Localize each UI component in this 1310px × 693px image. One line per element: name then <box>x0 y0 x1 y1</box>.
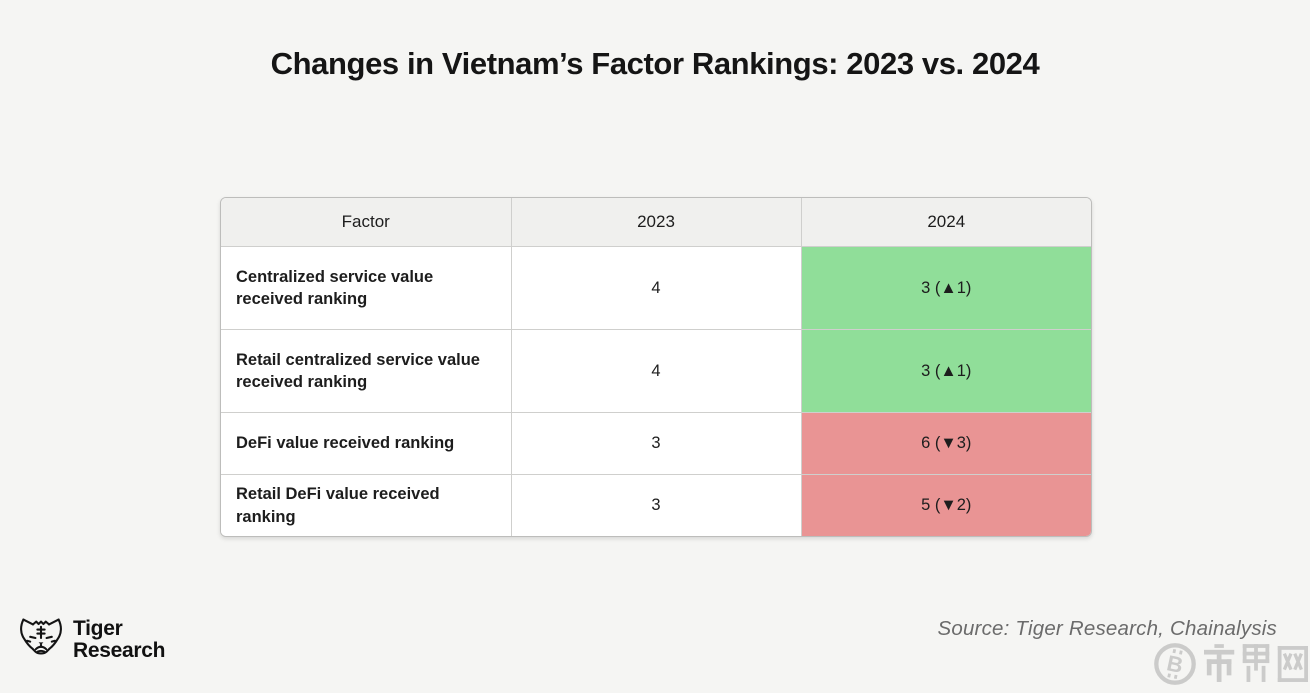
column-header-factor: Factor <box>221 198 512 247</box>
watermark-glyphs <box>1204 643 1308 689</box>
table-row: Retail centralized service value receive… <box>221 329 1091 413</box>
table-row: Retail DeFi value received ranking 3 5 (… <box>221 474 1091 536</box>
factor-cell: DeFi value received ranking <box>221 412 512 475</box>
rank-2023-cell: 3 <box>510 412 802 475</box>
factor-cell: Retail DeFi value received ranking <box>221 474 512 536</box>
column-header-2023: 2023 <box>510 198 802 247</box>
factor-cell: Retail centralized service value receive… <box>221 329 512 413</box>
rank-2024-cell-down: 5 (▼2) <box>800 474 1091 536</box>
rank-2024-cell-down: 6 (▼3) <box>800 412 1091 475</box>
page-title: Changes in Vietnam’s Factor Rankings: 20… <box>270 46 1040 81</box>
source-attribution: Source: Tiger Research, Chainalysis <box>937 617 1277 640</box>
watermark-bijiewang: B <box>1152 641 1308 691</box>
factor-cell: Centralized service value received ranki… <box>221 246 512 330</box>
rank-2024-cell-up: 3 (▲1) <box>800 329 1091 413</box>
rank-2023-cell: 4 <box>510 329 802 413</box>
table-header-row: Factor 2023 2024 <box>221 198 1091 247</box>
rank-2023-cell: 4 <box>510 246 802 330</box>
rank-2024-cell-up: 3 (▲1) <box>800 246 1091 330</box>
column-header-2024: 2024 <box>800 198 1091 247</box>
rank-2023-cell: 3 <box>510 474 802 536</box>
bitcoin-circle-icon: B <box>1152 641 1198 692</box>
tiger-face-icon <box>17 612 65 669</box>
svg-text:B: B <box>1165 650 1186 678</box>
brand-name: Tiger Research <box>73 618 165 662</box>
rankings-table: Factor 2023 2024 Centralized service val… <box>220 197 1092 537</box>
table-row: DeFi value received ranking 3 6 (▼3) <box>221 412 1091 475</box>
brand-lockup: Tiger Research <box>17 611 165 669</box>
brand-name-line1: Tiger <box>73 617 123 640</box>
brand-name-line2: Research <box>73 639 166 662</box>
table-row: Centralized service value received ranki… <box>221 246 1091 330</box>
